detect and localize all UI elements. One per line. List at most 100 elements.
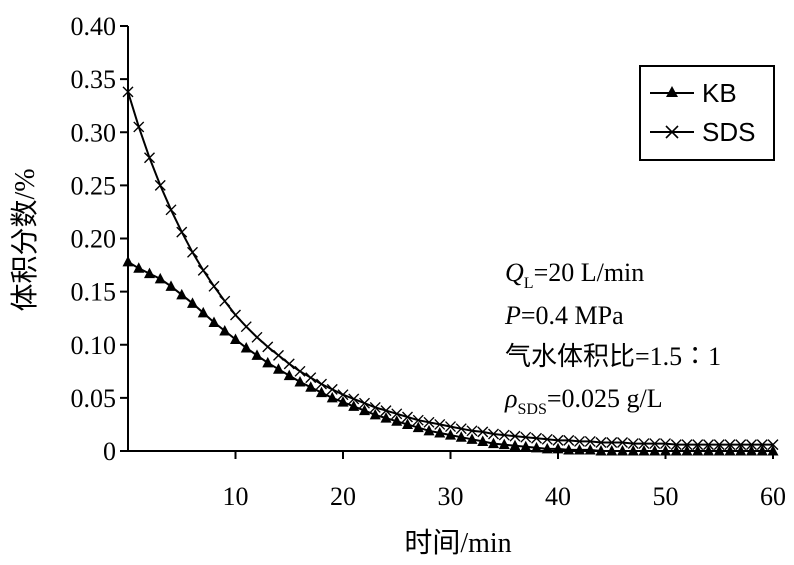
data-point-sds: [767, 439, 779, 451]
data-point-sds: [412, 414, 424, 426]
y-tick-label: 0.40: [71, 12, 117, 41]
data-point-sds: [638, 438, 650, 450]
data-point-sds: [445, 421, 456, 433]
data-point-sds: [380, 405, 392, 417]
data-point-kb: [326, 391, 338, 403]
series-layer: [122, 86, 779, 456]
legend-label-sds: SDS: [702, 117, 755, 147]
annotation-flow: QL=20 L/min: [505, 258, 644, 292]
series-sds: [122, 86, 779, 451]
data-point-sds: [574, 435, 585, 447]
data-point-sds: [337, 389, 349, 401]
data-point-kb: [359, 404, 370, 416]
data-point-kb: [466, 433, 478, 444]
data-point-kb: [380, 412, 392, 423]
data-point-sds: [240, 321, 252, 333]
data-point-kb: [219, 324, 231, 336]
data-point-sds: [165, 204, 177, 216]
data-point-sds: [627, 438, 639, 450]
y-tick-label: 0: [103, 437, 116, 466]
data-point-sds: [369, 401, 381, 413]
data-point-kb: [273, 363, 284, 374]
data-point-kb: [165, 280, 177, 291]
data-point-sds: [692, 439, 704, 451]
data-point-kb: [262, 356, 274, 368]
y-tick-label: 0.05: [71, 384, 117, 413]
data-point-sds: [660, 438, 671, 450]
data-point-sds: [283, 358, 295, 370]
data-point-kb: [434, 426, 446, 438]
data-point-kb: [154, 272, 166, 284]
data-point-kb: [412, 421, 424, 433]
data-point-kb: [230, 333, 241, 344]
data-point-sds: [197, 264, 209, 276]
legend-marker-kb: [666, 86, 678, 97]
data-point-sds: [402, 411, 413, 423]
data-point-sds: [434, 418, 446, 430]
data-point-kb: [391, 415, 403, 426]
data-point-kb: [187, 297, 198, 308]
data-point-sds: [466, 425, 478, 437]
data-point-kb: [176, 288, 188, 300]
data-point-kb: [498, 438, 510, 450]
legend-label-kb: KB: [702, 78, 737, 108]
data-point-kb: [283, 369, 295, 381]
data-point-sds: [251, 331, 263, 343]
data-point-kb: [488, 437, 499, 449]
y-tick-label: 0.10: [71, 331, 117, 360]
data-point-kb: [240, 341, 252, 353]
data-point-sds: [713, 439, 725, 451]
data-point-sds: [305, 372, 317, 384]
data-point-kb: [337, 396, 349, 407]
data-point-sds: [176, 226, 188, 238]
data-point-sds: [348, 393, 360, 405]
data-point-sds: [144, 152, 155, 164]
data-point-sds: [359, 397, 370, 409]
data-point-sds: [617, 437, 628, 448]
data-point-sds: [187, 246, 198, 258]
y-tick-label: 0.25: [71, 171, 117, 200]
data-point-sds: [133, 121, 145, 133]
data-point-sds: [703, 439, 714, 451]
legend-marker-sds: [665, 125, 679, 139]
data-point-kb: [208, 316, 220, 327]
data-point-kb: [294, 375, 306, 387]
data-point-kb: [477, 435, 489, 446]
data-point-sds: [520, 431, 532, 443]
data-point-kb: [144, 267, 155, 279]
y-tick-label: 0.15: [71, 278, 117, 307]
x-tick-label: 40: [545, 482, 571, 511]
data-point-sds: [455, 423, 467, 435]
data-point-sds: [208, 280, 220, 292]
data-point-sds: [724, 439, 736, 451]
legend-box: [639, 65, 775, 161]
x-axis-ticks: 10 20 30 40 50 60: [223, 451, 786, 511]
data-point-sds: [391, 408, 403, 420]
data-point-kb: [455, 431, 467, 442]
data-point-sds: [681, 439, 693, 451]
data-point-sds: [606, 437, 618, 448]
data-point-sds: [595, 437, 607, 448]
data-point-sds: [498, 429, 510, 441]
data-point-sds: [154, 179, 166, 191]
data-point-sds: [746, 439, 757, 451]
data-point-kb: [305, 381, 317, 392]
data-point-kb: [369, 408, 381, 420]
annotation-pressure: P=0.4 MPa: [504, 301, 624, 330]
data-point-sds: [541, 433, 553, 445]
annotation-ratio: 气水体积比=1.5∶1: [505, 342, 721, 371]
data-point-sds: [294, 365, 306, 377]
y-tick-label: 0.35: [71, 65, 117, 94]
x-tick-label: 30: [438, 482, 464, 511]
y-tick-label: 0.20: [71, 225, 117, 254]
y-axis-ticks: 0 0.05 0.10 0.15 0.20 0.25 0.30 0.35 0.40: [71, 12, 128, 466]
data-point-kb: [402, 418, 413, 429]
data-point-kb: [520, 440, 532, 452]
data-point-sds: [563, 434, 575, 446]
x-tick-label: 60: [760, 482, 786, 511]
data-point-sds: [477, 426, 489, 438]
data-point-sds: [552, 434, 564, 446]
data-point-sds: [423, 416, 435, 428]
data-point-sds: [273, 349, 284, 361]
